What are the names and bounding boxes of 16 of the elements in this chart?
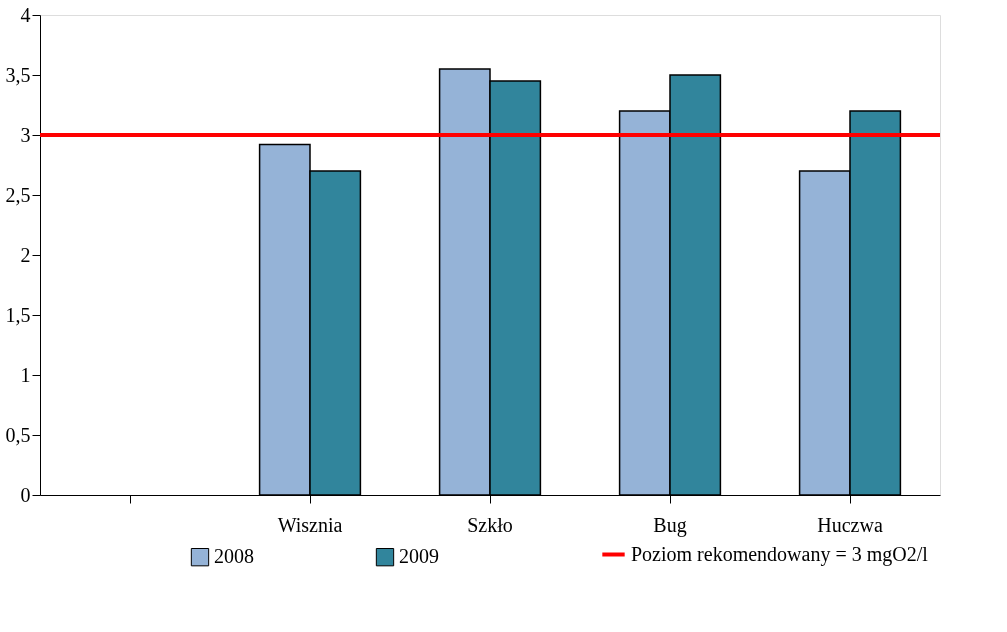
legend-label: 2008	[214, 545, 254, 568]
y-tick-label: 1	[20, 363, 31, 386]
y-tick-label: 2	[20, 243, 31, 266]
y-tick-label: 3,5	[5, 63, 31, 86]
x-tick-label: Wisznia	[277, 513, 343, 536]
y-tick-label: 3	[20, 123, 31, 146]
x-tick-label: Huczwa	[817, 513, 883, 536]
legend-label: Poziom rekomendowany = 3 mgO2/l	[631, 542, 929, 566]
y-tick-label: 1,5	[5, 303, 31, 326]
y-tick-label: 0,5	[5, 423, 31, 446]
y-tick-label: 2,5	[5, 183, 31, 206]
y-tick-label: 0	[20, 483, 31, 506]
legend-label: 2009	[399, 545, 439, 568]
y-tick-label: 4	[20, 3, 31, 26]
x-tick-label: Szkło	[467, 513, 513, 536]
x-tick-label: Bug	[653, 513, 687, 537]
